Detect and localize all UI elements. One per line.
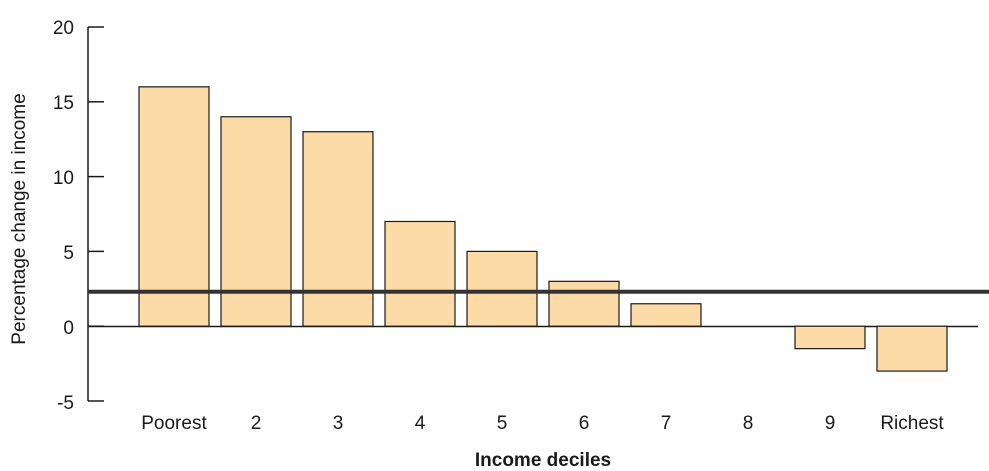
y-axis-title: Percentage change in income — [9, 93, 30, 344]
x-tick-labels: Poorest 2 3 4 5 6 7 8 9 Richest — [141, 413, 944, 434]
bar — [876, 325, 948, 372]
x-tick-label: 5 — [497, 413, 508, 434]
bar — [302, 131, 374, 327]
bar — [630, 303, 702, 327]
bar — [138, 86, 210, 327]
x-tick-label: 2 — [251, 413, 262, 434]
bar — [384, 220, 456, 327]
x-axis-title: Income deciles — [475, 450, 611, 471]
bar — [794, 325, 866, 350]
x-tick-label: 4 — [415, 413, 426, 434]
x-tick-label: 3 — [333, 413, 344, 434]
x-tick-label: 7 — [661, 413, 672, 434]
x-tick-label: 8 — [743, 413, 754, 434]
bar — [466, 250, 538, 327]
y-tick-label: 10 — [53, 168, 74, 189]
bars — [138, 86, 948, 372]
y-tick-label: 5 — [63, 243, 74, 264]
y-tick-label: -5 — [57, 393, 74, 414]
bar — [548, 280, 620, 327]
y-tick-label: 20 — [53, 18, 74, 39]
x-tick-label: 9 — [825, 413, 836, 434]
y-ticks — [88, 26, 104, 402]
x-tick-label: Poorest — [141, 413, 207, 434]
y-tick-label: 0 — [63, 318, 74, 339]
y-tick-labels: 20 15 10 5 0 -5 — [53, 18, 74, 414]
x-tick-label: 6 — [579, 413, 590, 434]
y-tick-label: 15 — [53, 93, 74, 114]
bar — [220, 116, 292, 327]
x-tick-label: Richest — [880, 413, 944, 434]
